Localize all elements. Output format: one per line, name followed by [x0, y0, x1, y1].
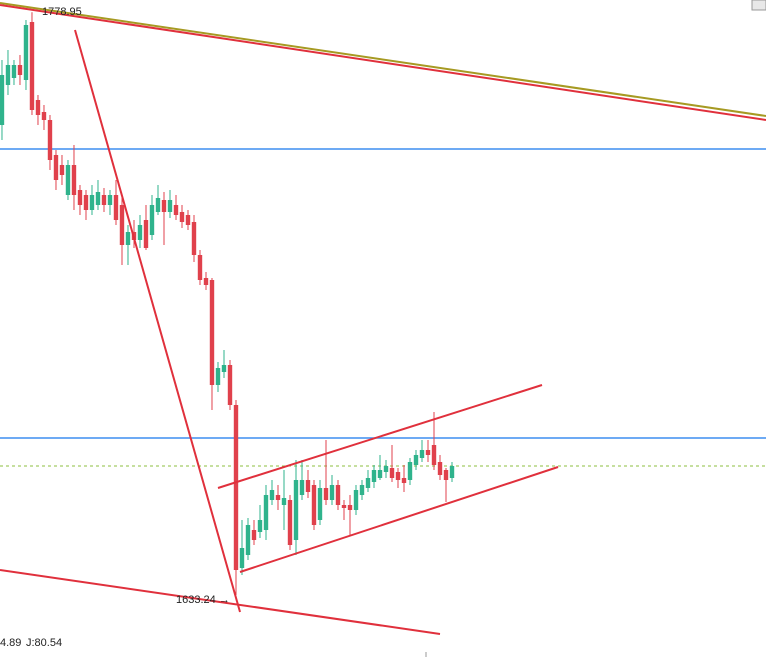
candle-body: [329, 485, 335, 500]
candle-body: [383, 466, 389, 472]
high-label: 1778.95: [42, 6, 82, 18]
candle-body: [281, 498, 287, 505]
candle-body: [41, 112, 47, 120]
candle-body: [161, 200, 167, 212]
candle-body: [437, 462, 443, 475]
candle-body: [323, 488, 329, 500]
candle-body: [5, 65, 11, 85]
trend-line: [217, 384, 543, 489]
candle-body: [23, 25, 29, 80]
candle-body: [203, 278, 209, 285]
candle-body: [167, 200, 173, 212]
candle-body: [209, 280, 215, 385]
trend-line: [0, 2, 766, 117]
candle-body: [155, 198, 161, 212]
candle-body: [0, 75, 5, 125]
indicator-k: 4.89: [0, 637, 21, 649]
candle-body: [245, 525, 251, 555]
candle-body: [53, 155, 59, 180]
candle-body: [149, 205, 155, 235]
candle-body: [101, 195, 107, 205]
candle-body: [311, 485, 317, 525]
candle-body: [407, 462, 413, 480]
corner-button[interactable]: [751, 0, 766, 11]
candle-body: [419, 450, 425, 458]
indicator-j: J:80.54: [26, 637, 62, 649]
low-label: 1633.24 →: [176, 594, 230, 606]
trend-line: [74, 29, 241, 613]
candle-body: [227, 365, 233, 405]
candle-body: [119, 205, 125, 245]
candle-body: [431, 445, 437, 465]
candle-body: [95, 192, 101, 205]
candle-body: [425, 450, 431, 455]
candle-body: [293, 480, 299, 540]
candle-body: [179, 212, 185, 222]
candle-body: [83, 195, 89, 210]
plot: [0, 2, 766, 635]
candle-body: [137, 225, 143, 240]
candle-body: [269, 490, 275, 500]
trend-line: [0, 4, 766, 121]
candle-body: [341, 505, 347, 508]
candle-body: [275, 495, 281, 500]
candle-body: [257, 520, 263, 532]
candle-body: [395, 472, 401, 480]
candle-body: [17, 65, 23, 75]
candle-body: [71, 165, 77, 195]
candle-body: [185, 215, 191, 225]
candle-body: [125, 232, 131, 245]
candle-body: [143, 220, 149, 248]
candle-body: [107, 195, 113, 205]
candle-body: [233, 405, 239, 570]
candle-body: [353, 490, 359, 510]
candle-body: [113, 195, 119, 220]
candle-body: [65, 165, 71, 195]
candle-body: [77, 190, 83, 205]
candle-body: [191, 222, 197, 255]
candle-body: [29, 22, 35, 110]
candle-body: [359, 485, 365, 495]
candle-body: [197, 255, 203, 280]
candle-body: [251, 530, 257, 540]
candle-body: [449, 466, 455, 478]
candle-body: [305, 480, 311, 492]
candle-body: [365, 478, 371, 488]
candle-body: [239, 548, 245, 568]
candle-body: [371, 470, 377, 482]
candle-body: [35, 100, 41, 115]
candle-body: [413, 455, 419, 465]
candle-body: [443, 470, 449, 480]
candle-body: [377, 470, 383, 478]
trend-line: [0, 569, 441, 635]
candle-body: [47, 120, 53, 160]
candle-body: [11, 65, 17, 78]
candle-body: [401, 478, 407, 483]
trend-line: [239, 466, 559, 573]
candle-body: [263, 495, 269, 530]
candle-body: [221, 365, 227, 372]
candle-body: [317, 488, 323, 520]
candle-body: [173, 205, 179, 215]
candle-body: [89, 195, 95, 210]
candle-body: [59, 165, 65, 175]
candle-body: [389, 468, 395, 478]
candle-body: [287, 500, 293, 545]
candle-body: [347, 505, 353, 510]
candle-body: [215, 368, 221, 385]
candle-body: [335, 485, 341, 505]
candle-body: [299, 480, 305, 495]
